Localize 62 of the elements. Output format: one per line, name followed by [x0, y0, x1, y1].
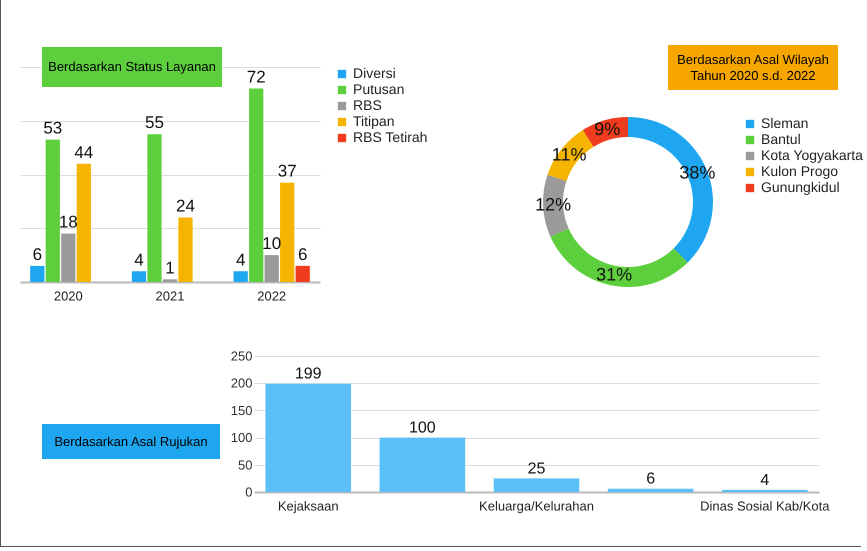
y-tick-label: 100 — [230, 430, 252, 446]
bar — [30, 266, 44, 282]
legend-label: Titipan — [353, 113, 395, 129]
bar — [147, 134, 162, 282]
x-tick-label: 2022 — [257, 288, 286, 304]
legend-label: Kulon Progo — [761, 163, 838, 179]
bar — [76, 164, 91, 282]
bar — [264, 255, 279, 282]
bar — [61, 234, 76, 282]
x-tick-label: Kejaksaan — [278, 498, 339, 514]
chart-title: Berdasarkan Status Layanan — [42, 47, 222, 87]
data-label: 9% — [594, 118, 620, 139]
data-label: 1 — [165, 258, 175, 278]
legend-label: Kota Yogyakarta — [761, 147, 864, 163]
x-tick-label: 2020 — [54, 288, 83, 304]
legend-label: Sleman — [761, 115, 808, 131]
bar — [494, 478, 580, 492]
donut-slice — [628, 117, 713, 263]
y-tick-label: 250 — [230, 348, 252, 364]
bar — [249, 88, 264, 282]
bar — [132, 271, 146, 282]
bar — [265, 384, 352, 492]
legend-label: Putusan — [353, 81, 404, 97]
data-label: 31% — [596, 264, 632, 285]
data-label: 6 — [32, 244, 42, 264]
data-label: 199 — [294, 366, 322, 383]
y-tick-label: 200 — [230, 376, 252, 391]
donut-slice — [550, 228, 688, 287]
legend-label: Bantul — [761, 131, 801, 147]
chart-title: Berdasarkan Asal Wilayah Tahun 2020 s.d. 2022 — [668, 45, 838, 90]
bar — [234, 271, 248, 282]
x-tick-label: 2021 — [156, 288, 184, 304]
y-tick-label: 0 — [245, 484, 252, 500]
data-label: 6 — [646, 470, 656, 488]
bar — [178, 218, 193, 282]
y-tick-label: 50 — [238, 457, 252, 472]
data-label: 44 — [74, 142, 94, 162]
bar — [608, 488, 694, 492]
data-label: 100 — [409, 420, 436, 437]
data-label: 37 — [278, 162, 297, 181]
data-label: 25 — [528, 460, 546, 478]
legend-label: Diversi — [353, 65, 396, 81]
legend-label: RBS Tetirah — [353, 129, 428, 145]
bar — [280, 182, 294, 282]
bar — [162, 279, 178, 282]
data-label: 55 — [145, 113, 164, 132]
data-label: 24 — [176, 196, 195, 216]
y-tick-label: 150 — [230, 402, 252, 418]
bar — [46, 140, 60, 282]
bar — [380, 438, 466, 492]
bar — [296, 266, 310, 282]
data-label: 4 — [760, 472, 770, 489]
data-label: 4 — [236, 250, 246, 270]
text: Berdasarkan Asal Rujukan — [42, 424, 220, 459]
x-tick-label: Keluarga/Kelurahan — [479, 498, 594, 514]
legend-label: Gunungkidul — [761, 179, 840, 195]
x-tick-label: Dinas Sosial Kab/Kota — [700, 498, 830, 514]
data-label: 6 — [298, 244, 308, 264]
data-label: 4 — [134, 250, 144, 270]
legend-label: RBS — [353, 97, 382, 113]
data-label: 53 — [43, 118, 62, 138]
data-label: 72 — [246, 68, 266, 86]
